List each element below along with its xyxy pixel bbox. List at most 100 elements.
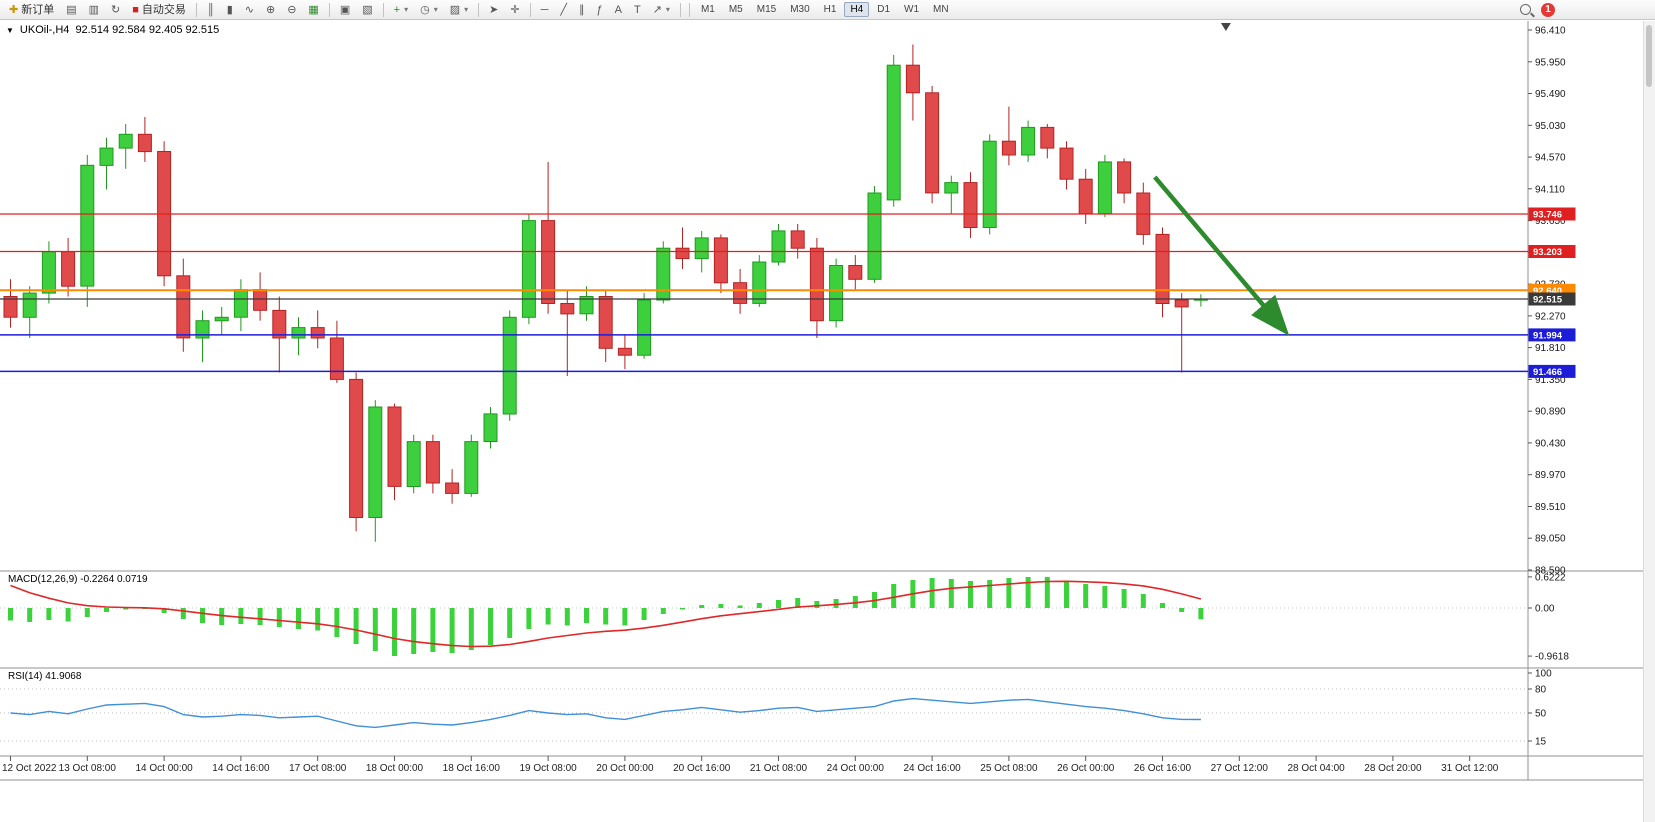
add-indicator-button[interactable]: + ▾	[389, 1, 413, 19]
toolbar-right: 1	[1520, 2, 1651, 17]
fibonacci-tool[interactable]: ƒ	[592, 1, 608, 19]
price-tag-91.466	[1528, 364, 1576, 378]
autotrading-button[interactable]: ■ 自动交易	[127, 1, 191, 19]
toolbar-separator	[328, 2, 330, 17]
price-axis-label: 91.810	[1535, 343, 1566, 354]
time-axis-label: 19 Oct 08:00	[519, 763, 577, 774]
time-axis-label: 27 Oct 12:00	[1211, 763, 1269, 774]
new-order-button[interactable]: ✚ 新订单	[4, 1, 59, 19]
candle-55	[1059, 147, 1074, 180]
tile-windows-icon[interactable]: ▣	[335, 1, 355, 19]
cascade-windows-icon[interactable]: ▧	[357, 1, 377, 19]
candle-21	[406, 441, 421, 488]
channel-tool[interactable]: ∥	[574, 1, 590, 19]
chevron-down-icon: ▾	[665, 4, 670, 14]
trendline-tool[interactable]: ╱	[555, 1, 572, 19]
macd-bar	[334, 608, 340, 637]
price-axis-label: 95.950	[1535, 57, 1566, 68]
candle-42	[809, 247, 824, 322]
candle-51	[982, 140, 997, 228]
market-watch-icon[interactable]: ▤	[61, 1, 81, 19]
macd-bar	[622, 608, 628, 626]
time-axis-label: 12 Oct 2022	[2, 763, 57, 774]
timeframe-m5[interactable]: M5	[728, 4, 743, 15]
macd-bar	[104, 608, 109, 612]
line-chart-icon[interactable]: ∿	[240, 1, 259, 19]
candle-53	[1021, 126, 1036, 156]
text-tool[interactable]: A	[610, 1, 627, 19]
macd-signal-line	[10, 580, 1202, 648]
chart-menu-icon[interactable]: ▼	[6, 25, 14, 35]
macd-bar	[238, 608, 244, 624]
candles-chart-icon[interactable]: ▮	[222, 1, 238, 19]
timeframe-h4[interactable]: H4	[844, 2, 870, 17]
grid-icon[interactable]: ▦	[303, 1, 323, 19]
template-icon[interactable]: ▨ ▾	[445, 1, 473, 19]
macd-bar	[1179, 608, 1185, 612]
candle-47	[905, 64, 920, 94]
candle-16	[310, 327, 325, 339]
zoom-out-button[interactable]: ⊖	[282, 1, 301, 19]
arrows-tool[interactable]: ↗ ▾	[648, 1, 675, 19]
time-axis-label: 18 Oct 00:00	[366, 763, 424, 774]
candle-15	[291, 327, 306, 339]
zoom-out-button-glyph: ⊖	[287, 3, 297, 16]
chevron-down-icon: ▾	[433, 4, 438, 14]
timeframe-mn[interactable]: MN	[933, 4, 949, 15]
cursor-tool-glyph: ➤	[489, 3, 499, 16]
autotrading-button-label: 自动交易	[141, 3, 186, 16]
chevron-down-icon: ▾	[404, 4, 409, 14]
candle-25	[483, 413, 498, 442]
vertical-scrollbar[interactable]	[1643, 21, 1655, 822]
ohlc-readout: 92.514 92.584 92.405 92.515	[75, 24, 220, 36]
macd-bar	[795, 598, 801, 608]
fibonacci-tool-glyph: ƒ	[596, 3, 603, 16]
candle-14	[272, 309, 287, 339]
timeframe-m30[interactable]: M30	[790, 4, 810, 15]
timeframe-m1[interactable]: M1	[700, 4, 715, 15]
rsi-panel	[0, 688, 1528, 742]
period-icon[interactable]: ◷ ▾	[415, 1, 443, 19]
timeframe-d1[interactable]: D1	[877, 4, 891, 15]
candle-41	[790, 230, 805, 249]
price-tag-93.203	[1528, 245, 1576, 258]
macd-indicator-label: MACD(12,26,9) -0.2264 0.0719	[8, 574, 148, 585]
candle-60	[1155, 233, 1170, 304]
trend-arrow[interactable]	[1153, 175, 1290, 336]
timeframe-w1[interactable]: W1	[904, 4, 920, 15]
search-icon[interactable]	[1520, 4, 1531, 15]
candle-29	[560, 303, 575, 315]
zoom-in-button[interactable]: ⊕	[261, 1, 280, 19]
macd-bar	[1006, 578, 1012, 608]
time-axis-label: 14 Oct 16:00	[212, 763, 270, 774]
macd-bar	[1160, 603, 1165, 608]
shift-marker[interactable]	[1220, 23, 1231, 31]
refresh-icon[interactable]: ↻	[106, 1, 125, 19]
price-axis-label: 90.890	[1535, 407, 1566, 418]
scrollbar-thumb[interactable]	[1646, 25, 1652, 87]
label-tool[interactable]: T	[629, 1, 646, 19]
candle-27	[521, 220, 536, 318]
macd-bar	[200, 608, 205, 623]
price-axis-label: 89.050	[1535, 534, 1566, 545]
macd-bar	[987, 580, 993, 608]
time-axis-label: 25 Oct 08:00	[980, 763, 1038, 774]
candles-layer	[3, 44, 1208, 542]
hline-tool[interactable]: ─	[536, 1, 554, 19]
timeframe-h1[interactable]: H1	[823, 4, 837, 15]
cursor-tool[interactable]: ➤	[484, 1, 503, 19]
macd-bar	[968, 581, 973, 608]
price-axis: 96.410 95.950 95.490 95.030 94.570 94.110 93.6…	[1528, 26, 1569, 748]
candle-10	[195, 320, 210, 339]
timeframe-m15[interactable]: M15	[756, 4, 777, 15]
bars-chart-icon[interactable]: ║	[202, 1, 220, 19]
notification-badge[interactable]: 1	[1541, 2, 1555, 17]
price-axis-label: 96.410	[1535, 26, 1566, 37]
macd-bar	[430, 608, 436, 652]
data-window-icon[interactable]: ▥	[84, 1, 104, 19]
candle-7	[137, 133, 152, 153]
toolbar-separator	[679, 2, 681, 17]
crosshair-tool[interactable]: ✛	[505, 1, 524, 19]
macd-bar	[411, 608, 417, 654]
